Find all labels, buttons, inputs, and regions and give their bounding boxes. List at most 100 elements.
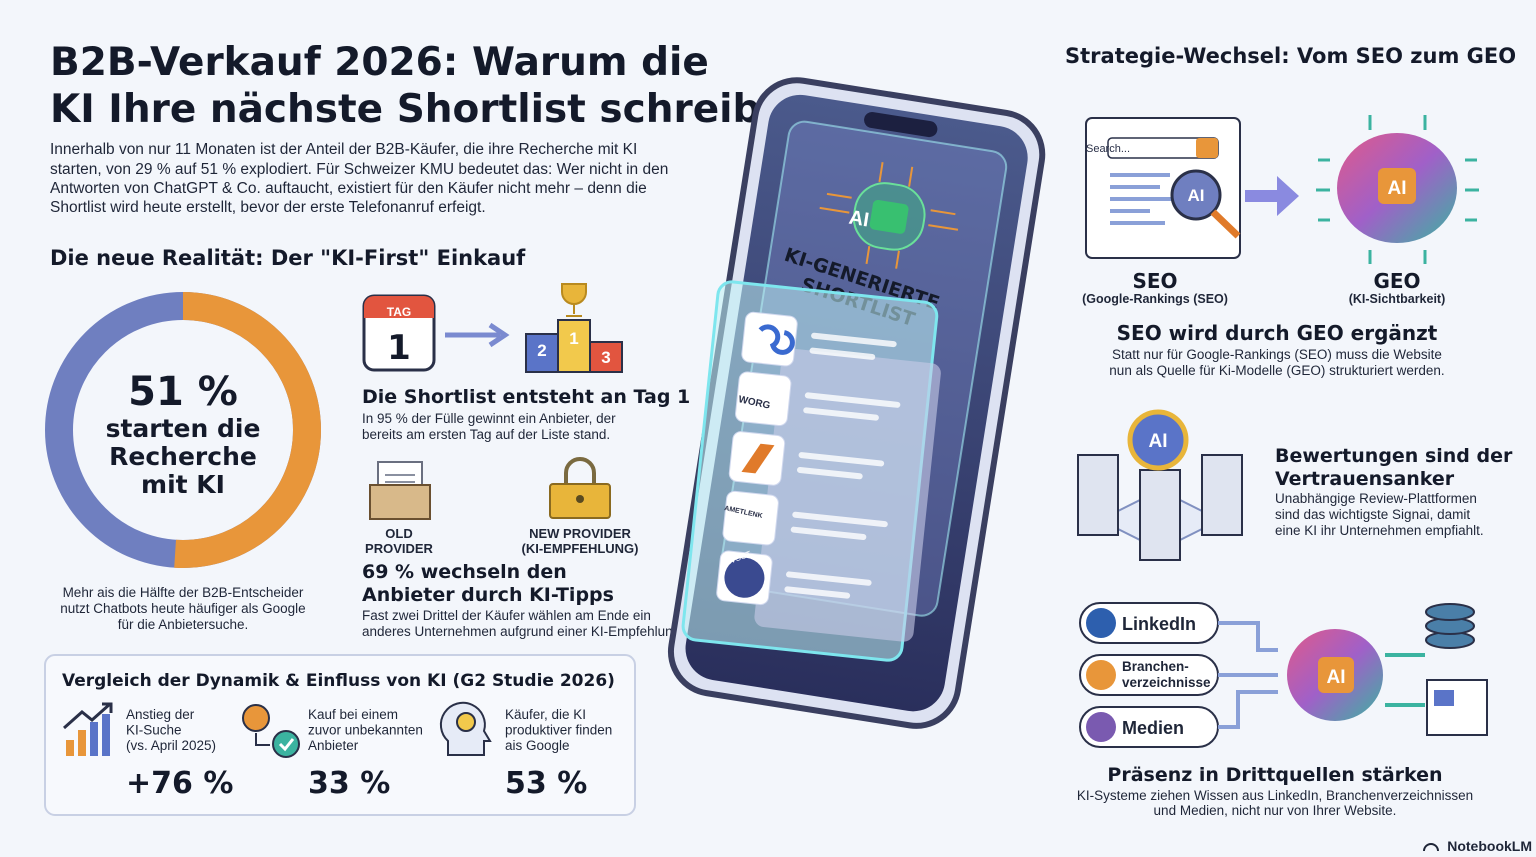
comparison-label: KI-Suche [126, 723, 182, 738]
arrow [445, 322, 510, 348]
decoration [456, 712, 476, 732]
decoration [369, 484, 431, 520]
comparison-label: ais Google [505, 738, 570, 753]
geo-label: GEO [1373, 269, 1420, 293]
decoration [1385, 653, 1425, 707]
lock-icon [549, 457, 611, 519]
growth-icon [63, 702, 113, 756]
decoration [278, 738, 295, 752]
decoration [1086, 608, 1116, 638]
section-heading: Vertrauensanker [1275, 468, 1455, 490]
podium-place: 2 [537, 341, 546, 360]
note: Mehr ais die Hälfte der B2B-Entscheider [63, 585, 304, 600]
decoration [1077, 454, 1119, 536]
note: für die Anbietersuche. [118, 617, 249, 632]
body-line: und Medien, nicht nur von Ihrer Website. [1154, 803, 1397, 818]
decoration [1425, 603, 1475, 649]
decoration [1127, 409, 1189, 471]
comparison-label: (vs. April 2025) [126, 738, 216, 753]
decoration [1434, 690, 1454, 706]
section-heading: Präsenz in Drittquellen stärken [1107, 764, 1442, 786]
sources-ai: AI [1327, 667, 1346, 688]
section-heading: Die Shortlist entsteht an Tag 1 [362, 386, 690, 408]
decoration [741, 443, 775, 474]
decoration [784, 332, 901, 599]
decoration [754, 348, 941, 642]
intro-line: Antworten von ChatGPT & Co. auftaucht, e… [50, 180, 647, 197]
arrow [1245, 176, 1299, 216]
search-box: Search... [1086, 143, 1130, 155]
decoration [1316, 115, 1479, 264]
decoration [1086, 660, 1116, 690]
comparison-label: Kauf bei einem [308, 707, 398, 722]
decoration [1086, 712, 1116, 742]
decoration [78, 730, 86, 756]
seo-icon [1085, 117, 1241, 259]
decoration [758, 324, 795, 355]
calendar-badge: TAG [387, 305, 411, 319]
decoration [1196, 138, 1218, 158]
section-heading: 69 % wechseln den [362, 561, 567, 583]
decoration [735, 371, 792, 427]
section-heading: Bewertungen sind der [1275, 445, 1513, 467]
seo-sub: (Google-Rankings (SEO) [1082, 292, 1228, 306]
decoration [364, 296, 434, 318]
decoration [1077, 454, 1243, 561]
decoration [864, 112, 938, 138]
reviews-ai: AI [1149, 431, 1168, 452]
body-line: Statt nur für Google-Rankings (SEO) muss… [1112, 347, 1442, 362]
decoration [1218, 621, 1278, 729]
intro: Innerhalb von nur 11 Monaten ist der Ant… [50, 141, 668, 216]
provider-label: NEW PROVIDER [529, 526, 631, 541]
source-label: verzeichnisse [1122, 675, 1211, 690]
comparison-value: +76 % [126, 766, 233, 801]
source-label: LinkedIn [1122, 614, 1196, 634]
inbox-icon [369, 461, 431, 520]
note: nutzt Chatbots heute häufiger als Google [60, 601, 305, 616]
decoration [1139, 469, 1181, 561]
calendar-icon [362, 294, 436, 372]
decoration [819, 162, 959, 269]
comparison-label: Käufer, die KI [505, 707, 586, 722]
decoration [1318, 657, 1354, 693]
decoration [242, 704, 270, 732]
provider-label: OLD [385, 526, 412, 541]
pillars-icon [1077, 409, 1243, 561]
decoration [66, 740, 74, 756]
shortlist-card [681, 280, 941, 662]
podium-place: 1 [569, 329, 578, 348]
comparison-label: produktiver finden [505, 723, 612, 738]
body-line: Fast zwei Drittel der Käufer wählen am E… [362, 608, 651, 623]
source-label: Medien [1122, 718, 1184, 738]
section-heading: Die neue Realität: Der "KI-First" Einkau… [50, 246, 526, 270]
intro-line: Innerhalb von nur 11 Monaten ist der Ant… [50, 141, 637, 158]
body-line: In 95 % der Fülle gewinnt ein Anbieter, … [362, 411, 616, 426]
source-label: Branchen- [1122, 659, 1189, 674]
question-icon [242, 704, 300, 758]
decoration [63, 702, 113, 730]
decoration [1110, 173, 1172, 225]
decoration [272, 730, 300, 758]
decoration [255, 733, 270, 746]
body-line: Unabhängige Review-Plattformen [1275, 491, 1477, 506]
decoration [102, 714, 110, 756]
provider-label: (KI-EMPFEHLUNG) [522, 541, 639, 556]
podium-place: 3 [601, 348, 610, 367]
body-line: anderes Unternehmen aufgrund einer KI-Em… [362, 624, 684, 639]
decoration [525, 333, 559, 373]
decoration [722, 490, 779, 546]
title: KI Ihre nächste Shortlist schreibt [50, 87, 779, 132]
comparison-value: 33 % [308, 766, 390, 801]
donut-caption: mit KI [141, 470, 225, 499]
donut-caption: starten die [106, 414, 261, 443]
decoration [576, 495, 584, 503]
decoration [1201, 454, 1243, 536]
provider-label: PROVIDER [365, 541, 434, 556]
decoration [724, 557, 765, 598]
body-line: bereits am ersten Tag auf der Liste stan… [362, 427, 610, 442]
donut-share [45, 292, 321, 568]
phone-ai: AI [847, 207, 870, 232]
decoration [1170, 169, 1222, 221]
donut-caption: Recherche [109, 442, 257, 471]
